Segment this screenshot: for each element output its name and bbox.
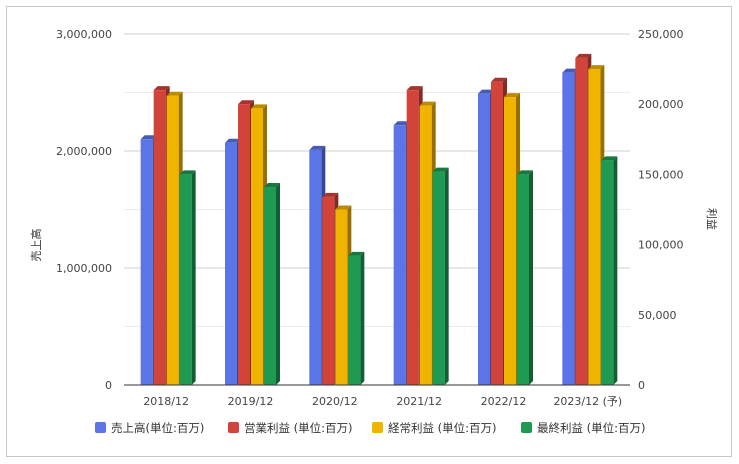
right-tick-label: 200,000 <box>638 98 684 111</box>
bar-top <box>588 65 605 70</box>
bar-side <box>613 156 618 385</box>
bar-top <box>322 192 339 197</box>
legend: 売上高(単位:百万) 営業利益 (単位:百万) 経常利益 (単位:百万) 最終利益 (… <box>95 421 646 435</box>
bar-front <box>419 105 432 385</box>
bar-top <box>140 135 157 140</box>
legend-swatch <box>372 422 383 433</box>
legend-label: 経常利益 (単位:百万) <box>388 421 497 435</box>
bar-top <box>419 101 436 106</box>
bars-group <box>140 53 618 386</box>
left-tick-label: 1,000,000 <box>56 262 112 275</box>
bar-4-2018/12 <box>179 170 196 385</box>
bar-front <box>225 142 237 385</box>
right-tick-label: 100,000 <box>638 239 684 252</box>
bar-top <box>238 100 254 105</box>
x-tick-label: 2021/12 <box>396 395 442 408</box>
bar-4-2019/12 <box>264 183 280 385</box>
left-tick-label: 3,000,000 <box>56 28 112 41</box>
bar-side <box>444 167 449 385</box>
bar-4-2022/12 <box>517 170 533 385</box>
bar-front <box>335 209 348 385</box>
right-axis-title: 利益 <box>705 208 719 230</box>
x-tick-label: 2023/12 (予) <box>553 395 622 408</box>
bar-front <box>517 174 529 385</box>
bar-top <box>478 89 494 94</box>
bar-top <box>491 77 507 82</box>
legend-item: 経常利益 (単位:百万) <box>372 421 497 435</box>
grid-lines <box>124 33 630 327</box>
bar-front <box>601 160 614 385</box>
bar-top <box>432 167 449 172</box>
bar-front <box>348 255 361 385</box>
bar-top <box>251 104 267 109</box>
bar-front <box>491 81 503 386</box>
x-tick-labels: 2018/12 2019/12 2020/12 2021/12 2022/12 2023/… <box>143 395 622 408</box>
bar-front <box>322 196 335 385</box>
bar-front <box>575 57 588 385</box>
bar-front <box>251 108 263 386</box>
bar-top <box>504 93 520 98</box>
bar-top <box>393 121 410 126</box>
bar-front <box>478 93 490 386</box>
left-axis-title: 売上高 <box>29 229 43 262</box>
x-tick-label: 2019/12 <box>228 395 274 408</box>
bar-top <box>179 170 196 175</box>
bar-front <box>562 72 575 386</box>
x-tick-label: 2020/12 <box>312 395 358 408</box>
x-tick-label: 2022/12 <box>481 395 527 408</box>
right-tick-label: 0 <box>638 379 645 392</box>
bar-front <box>179 174 192 385</box>
bar-top <box>335 205 352 210</box>
legend-swatch <box>228 422 239 433</box>
bar-side <box>529 170 533 385</box>
right-tick-labels: 0 50,000 100,000 150,000 200,000 250,000 <box>638 28 684 392</box>
bar-front <box>166 95 179 385</box>
bar-4-2021/12 <box>432 167 449 385</box>
bar-top <box>225 138 241 143</box>
bar-side <box>191 170 196 385</box>
right-tick-label: 50,000 <box>638 309 677 322</box>
bar-top <box>309 145 326 150</box>
bar-top <box>517 170 533 175</box>
bar-front <box>432 171 445 385</box>
legend-item: 売上高(単位:百万) <box>95 421 204 435</box>
bar-top <box>348 251 365 256</box>
bar-front <box>238 104 250 385</box>
bar-front <box>588 69 601 385</box>
bar-front <box>406 90 419 385</box>
bar-front <box>264 187 276 385</box>
bar-front <box>153 90 166 385</box>
x-tick-label: 2018/12 <box>143 395 189 408</box>
right-tick-label: 250,000 <box>638 28 684 41</box>
legend-label: 売上高(単位:百万) <box>111 421 204 435</box>
legend-swatch <box>95 422 106 433</box>
bar-top <box>562 68 579 73</box>
bar-top <box>575 53 592 58</box>
bar-side <box>360 251 365 385</box>
bar-front <box>504 97 516 386</box>
bar-top <box>601 156 618 161</box>
bar-top <box>153 86 170 91</box>
left-tick-label: 0 <box>105 379 112 392</box>
bar-top <box>264 183 280 188</box>
legend-label: 営業利益 (単位:百万) <box>244 421 353 435</box>
bar-front <box>140 139 153 385</box>
bar-front <box>393 125 406 385</box>
bar-top <box>406 86 423 91</box>
right-tick-label: 150,000 <box>638 168 684 181</box>
left-tick-label: 2,000,000 <box>56 145 112 158</box>
legend-label: 最終利益 (単位:百万) <box>537 421 646 435</box>
legend-item: 最終利益 (単位:百万) <box>521 421 646 435</box>
bar-4-2023/12 (予) <box>601 156 618 385</box>
left-tick-labels: 0 1,000,000 2,000,000 3,000,000 <box>56 28 112 392</box>
bar-front <box>309 149 322 385</box>
bar-4-2020/12 <box>348 251 365 385</box>
legend-swatch <box>521 422 532 433</box>
bar-top <box>166 91 183 96</box>
bar-side <box>276 183 280 385</box>
legend-item: 営業利益 (単位:百万) <box>228 421 353 435</box>
